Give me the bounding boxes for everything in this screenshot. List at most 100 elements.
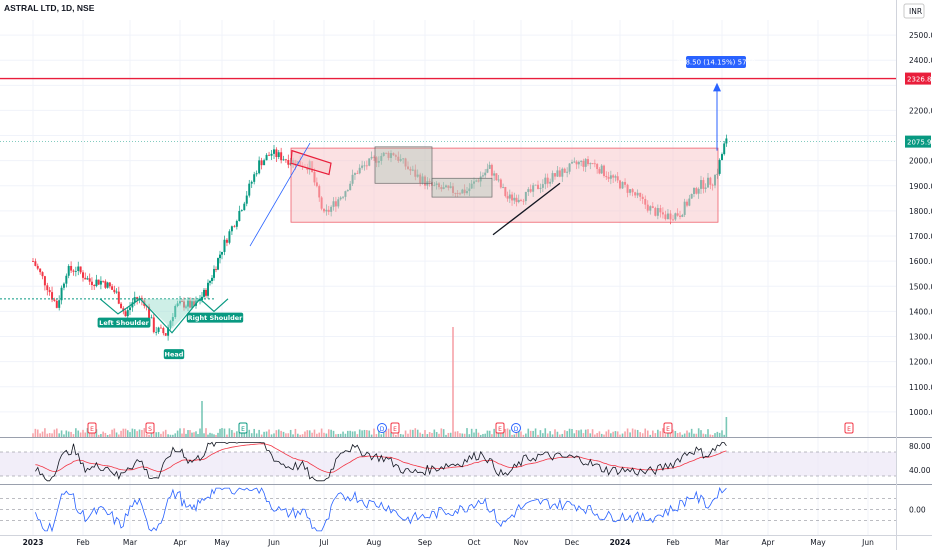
candle — [88, 278, 91, 282]
volume-bar — [463, 433, 466, 437]
trend-line — [249, 142, 311, 247]
candle — [133, 297, 136, 303]
volume-bar — [626, 428, 629, 437]
currency-button[interactable]: INR — [903, 3, 925, 19]
x-tick-label: Mar — [123, 538, 138, 547]
volume-bar — [537, 434, 539, 437]
volume-bar — [93, 430, 95, 437]
event-marker-label: D — [380, 426, 385, 433]
candle — [93, 285, 96, 287]
volume-bar — [316, 433, 318, 437]
x-tick-label: Nov — [514, 538, 529, 547]
volume-bar — [649, 434, 652, 437]
volume-bar — [308, 430, 311, 437]
volume-bar — [532, 430, 534, 437]
candle — [282, 159, 285, 161]
event-marker — [238, 422, 248, 434]
volume-bar — [449, 432, 452, 437]
volume-bar — [513, 434, 516, 437]
volume-bar — [213, 434, 215, 437]
volume-bar — [349, 430, 351, 437]
candle — [723, 143, 726, 155]
candle — [55, 300, 58, 308]
volume-bar — [468, 434, 471, 437]
candle — [205, 289, 207, 296]
volume-bar — [211, 433, 213, 437]
volume-bar — [153, 429, 155, 437]
volume-bar — [325, 433, 328, 437]
candle — [82, 272, 84, 278]
candle — [225, 239, 228, 243]
volume-bar — [253, 428, 255, 437]
volume-bar — [299, 434, 301, 437]
candle — [213, 269, 215, 278]
volume-bar — [131, 428, 134, 437]
volume-bar — [39, 433, 41, 437]
currency-label: INR — [909, 7, 922, 16]
volume-bar — [556, 431, 559, 437]
volume-bar — [693, 433, 695, 437]
candle — [157, 327, 160, 332]
volume-bar — [280, 430, 282, 437]
volume-bar — [473, 432, 475, 437]
volume-bar — [634, 429, 636, 437]
volume-bar — [454, 431, 457, 437]
candle — [90, 281, 93, 286]
volume-bar — [387, 428, 390, 437]
volume-bar — [652, 430, 654, 437]
volume-bar — [36, 429, 39, 437]
volume-bar — [126, 430, 129, 437]
candle — [126, 310, 129, 317]
candle — [95, 279, 98, 287]
volume-bar — [488, 430, 491, 437]
x-tick-label: May — [810, 538, 826, 547]
volume-bar — [605, 431, 608, 437]
candle — [32, 261, 34, 262]
candle — [48, 290, 51, 293]
candle — [148, 306, 151, 319]
volume-bar — [70, 431, 72, 437]
candle — [102, 280, 105, 282]
candle — [223, 239, 226, 252]
volume-bar — [56, 428, 58, 437]
volume-bar — [591, 429, 594, 437]
volume-bar — [426, 434, 429, 437]
volume-bar — [330, 429, 332, 437]
time-axis: 2023 Feb Mar Apr May Jun Jul Aug Sep Oct Nov Dec 202… — [23, 538, 875, 547]
volume-bar — [207, 434, 209, 437]
volume-bar — [561, 433, 564, 437]
volume-bar — [493, 428, 495, 437]
volume-bar — [520, 431, 522, 437]
candle — [230, 226, 233, 232]
volume-bar — [409, 429, 412, 437]
volume-bar — [176, 430, 179, 437]
volume-bar — [219, 428, 221, 437]
volume-bar — [529, 430, 532, 437]
volume-bar — [233, 432, 236, 437]
volume-bar — [566, 431, 568, 437]
volume-bar — [332, 430, 335, 437]
volume-bar — [255, 433, 258, 437]
candle — [217, 258, 219, 270]
last-price-badge — [905, 135, 931, 148]
volume-bar — [584, 429, 587, 437]
candle — [77, 266, 80, 272]
volume-bar — [477, 432, 480, 437]
overlays: 288.50 (14.15%) 5770 Left Shoulder Head Rig… — [0, 56, 896, 434]
volume-bar — [676, 433, 679, 437]
volume-bar — [223, 428, 226, 437]
pattern-label: Head — [165, 351, 184, 359]
volume-bar — [657, 429, 659, 437]
volume-bar — [221, 428, 223, 437]
rsi-tick-label: 40.00 — [909, 466, 931, 475]
volume-bar — [554, 429, 556, 437]
volume-bar — [395, 434, 397, 437]
y-tick-label: 1800.00 — [909, 207, 932, 216]
volume-bar — [245, 431, 248, 437]
candle — [167, 327, 170, 336]
volume-bar — [479, 434, 482, 437]
y-tick-label: 2200.00 — [909, 106, 932, 115]
candle — [155, 331, 158, 333]
candle — [268, 154, 271, 156]
